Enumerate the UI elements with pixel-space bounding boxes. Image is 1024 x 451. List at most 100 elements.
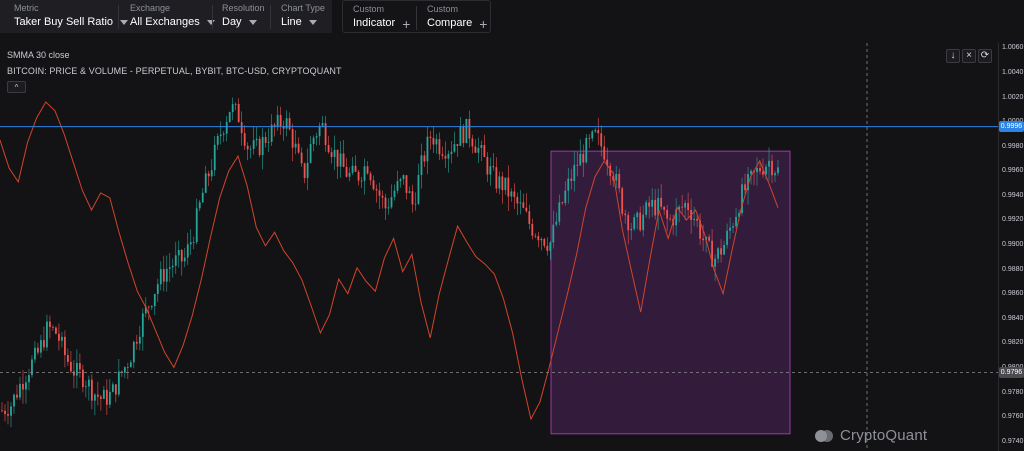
add-compare-button[interactable]: Custom Compare + xyxy=(417,1,491,34)
candle-body xyxy=(147,306,150,308)
candle-body xyxy=(447,154,450,159)
candle-body xyxy=(558,202,561,222)
candle-body xyxy=(549,242,552,251)
candle-body xyxy=(648,202,651,207)
candle-body xyxy=(717,248,719,259)
candle-body xyxy=(588,138,591,139)
candle-body xyxy=(744,184,746,191)
candle-body xyxy=(192,242,195,243)
candle-body xyxy=(720,248,722,255)
watermark: CryptoQuant xyxy=(814,427,927,444)
candle-body xyxy=(117,371,120,395)
candle-body xyxy=(76,362,78,376)
candle-body xyxy=(216,136,219,145)
candle-body xyxy=(453,144,456,152)
close-icon[interactable]: × xyxy=(962,49,976,63)
candle-body xyxy=(399,179,402,182)
candle-body xyxy=(13,394,15,407)
candle-body xyxy=(90,379,93,401)
toolbar-selectors: Metric Taker Buy Sell Ratio Exchange All… xyxy=(0,0,332,33)
candle-body xyxy=(774,173,776,176)
candle-body xyxy=(486,156,489,175)
candle-body xyxy=(231,104,234,113)
candle-body xyxy=(378,190,381,196)
candle-body xyxy=(354,165,357,172)
candle-body xyxy=(390,197,393,208)
price-axis-tick: 0.9880 xyxy=(1002,265,1024,273)
price-axis[interactable] xyxy=(998,43,1024,451)
candle-body xyxy=(471,138,474,147)
candle-body xyxy=(7,414,9,416)
candle-body xyxy=(606,159,609,166)
candle-body xyxy=(459,126,462,146)
chart-background xyxy=(0,43,998,451)
candle-body xyxy=(537,236,540,241)
fullscreen-icon[interactable]: ⟳ xyxy=(978,49,992,63)
add-indicator-button[interactable]: Custom Indicator + xyxy=(343,1,415,34)
candle-body xyxy=(597,130,600,134)
exchange-value: All Exchanges xyxy=(130,16,200,28)
candle-body xyxy=(525,207,528,212)
candle-body xyxy=(40,340,42,353)
candle-body xyxy=(435,139,438,145)
resolution-select[interactable]: Resolution Day xyxy=(212,0,270,33)
candle-body xyxy=(540,238,543,241)
candle-body xyxy=(150,306,153,308)
metric-select[interactable]: Metric Taker Buy Sell Ratio xyxy=(4,0,129,33)
candle-body xyxy=(336,149,339,167)
plus-icon: + xyxy=(479,15,488,32)
candle-body xyxy=(52,327,54,328)
candle-body xyxy=(657,197,660,216)
candle-body xyxy=(348,172,351,177)
candle-body xyxy=(270,124,273,142)
candle-body xyxy=(321,123,324,126)
candle-body xyxy=(351,165,354,173)
candle-body xyxy=(762,171,764,175)
price-axis-tick: 0.9900 xyxy=(1002,241,1024,249)
exchange-select[interactable]: Exchange All Exchanges xyxy=(120,0,215,33)
custom-group: Custom Indicator + Custom Compare + xyxy=(342,0,491,33)
candle-body xyxy=(324,123,327,145)
divider xyxy=(416,6,417,30)
candle-body xyxy=(441,154,444,156)
candle-body xyxy=(552,224,555,243)
candle-body xyxy=(480,145,483,148)
candle-body xyxy=(468,118,471,139)
candle-body xyxy=(663,206,666,210)
download-icon[interactable]: ↓ xyxy=(946,49,960,63)
chart-type-select[interactable]: Chart Type Line xyxy=(271,0,331,33)
candle-body xyxy=(666,209,669,219)
price-chart[interactable] xyxy=(0,43,998,451)
candle-body xyxy=(327,144,330,153)
candle-body xyxy=(507,177,510,197)
candle-body xyxy=(432,137,435,145)
candle-body xyxy=(297,143,300,153)
candle-body xyxy=(654,199,657,216)
candle-body xyxy=(228,112,231,122)
candle-body xyxy=(186,244,189,258)
candle-body xyxy=(10,406,12,416)
candle-body xyxy=(102,389,105,399)
candle-body xyxy=(456,144,459,146)
candle-body xyxy=(141,313,144,337)
candle-body xyxy=(207,173,210,177)
candle-body xyxy=(678,206,681,210)
chevron-down-icon xyxy=(308,20,317,25)
candle-body xyxy=(78,362,81,370)
candle-body xyxy=(330,152,333,158)
candle-body xyxy=(573,164,576,181)
price-axis-tick: 0.9940 xyxy=(1002,191,1024,199)
chevron-down-icon xyxy=(248,20,257,25)
price-axis-tick: 0.9780 xyxy=(1002,388,1024,396)
candle-body xyxy=(246,145,249,150)
candle-body xyxy=(126,367,129,369)
candle-body xyxy=(183,257,186,262)
candle-body xyxy=(681,206,684,208)
candle-body xyxy=(64,336,66,356)
chevron-up-icon[interactable]: ^ xyxy=(7,81,26,93)
candle-body xyxy=(639,212,642,231)
chevron-down-icon xyxy=(206,20,215,25)
candle-body xyxy=(303,163,306,179)
candle-body xyxy=(465,118,468,144)
candle-body xyxy=(651,199,654,207)
